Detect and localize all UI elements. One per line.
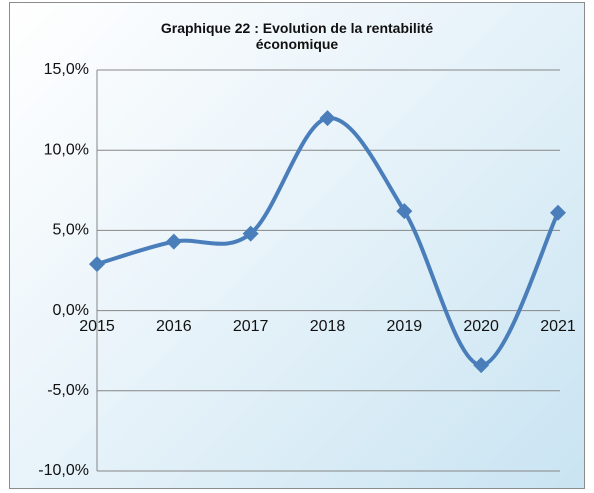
marker [89,256,105,273]
chart-title: Graphique 22 : Evolution de la rentabili… [160,20,434,52]
x-tick-label: 2015 [79,318,115,335]
y-tick-label: -10,0% [38,462,89,479]
x-tick-label: 2019 [387,318,423,335]
marker [396,203,413,220]
y-tick-label: 5,0% [53,222,89,239]
marker [319,110,336,127]
y-tick-label: 10,0% [44,141,89,158]
chart-background [9,2,585,489]
marker [550,204,566,221]
x-tick-label: 2018 [310,318,346,335]
y-tick-label: 0,0% [53,302,89,319]
x-tick-label: 2016 [156,318,192,335]
marker [242,225,259,242]
marker [473,357,490,374]
x-tick-label: 2021 [540,318,576,335]
y-tick-label: 15,0% [44,61,89,78]
x-tick-label: 2020 [463,318,499,335]
marker [165,233,182,250]
x-tick-label: 2017 [233,318,269,335]
y-tick-label: -5,0% [47,382,89,399]
